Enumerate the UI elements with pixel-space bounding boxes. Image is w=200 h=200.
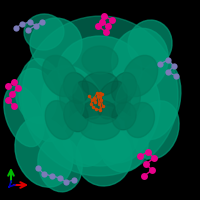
Ellipse shape <box>82 46 118 74</box>
Ellipse shape <box>92 69 160 163</box>
Ellipse shape <box>122 55 158 97</box>
Ellipse shape <box>82 100 118 124</box>
Ellipse shape <box>58 36 142 104</box>
Ellipse shape <box>64 100 88 132</box>
Ellipse shape <box>112 28 168 92</box>
Ellipse shape <box>15 117 73 187</box>
Ellipse shape <box>24 14 64 50</box>
Ellipse shape <box>100 116 148 172</box>
Ellipse shape <box>42 66 110 166</box>
Ellipse shape <box>128 20 172 68</box>
Ellipse shape <box>76 126 132 186</box>
Ellipse shape <box>30 18 82 70</box>
Ellipse shape <box>97 81 127 119</box>
Ellipse shape <box>62 106 138 166</box>
Ellipse shape <box>63 72 89 104</box>
Ellipse shape <box>133 101 179 159</box>
Ellipse shape <box>42 55 78 97</box>
Ellipse shape <box>22 16 178 176</box>
Ellipse shape <box>73 81 103 119</box>
Ellipse shape <box>19 59 69 141</box>
Ellipse shape <box>60 80 84 120</box>
Ellipse shape <box>125 102 155 138</box>
Ellipse shape <box>80 116 120 140</box>
Ellipse shape <box>131 61 181 139</box>
Ellipse shape <box>116 80 140 120</box>
Ellipse shape <box>82 72 118 96</box>
Ellipse shape <box>4 85 44 147</box>
Ellipse shape <box>15 68 57 124</box>
Ellipse shape <box>38 136 82 192</box>
Ellipse shape <box>45 101 75 139</box>
Ellipse shape <box>111 72 137 104</box>
Ellipse shape <box>112 102 136 130</box>
